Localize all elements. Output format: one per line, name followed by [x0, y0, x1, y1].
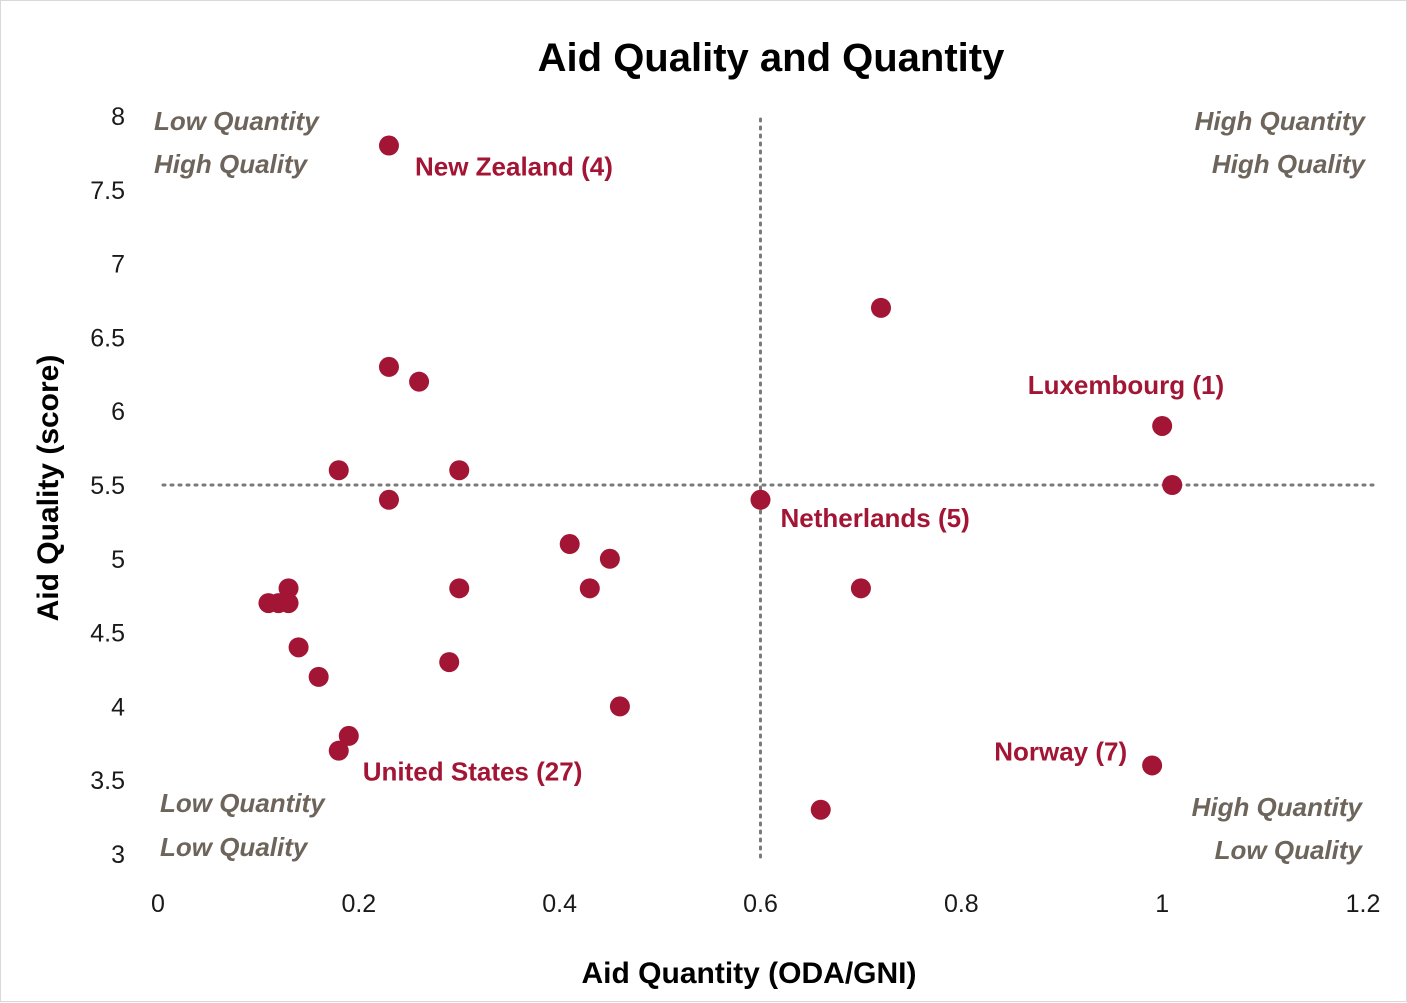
y-tick-label: 3 — [111, 841, 125, 869]
data-point — [378, 135, 399, 156]
y-tick-label: 7 — [111, 251, 125, 279]
y-axis-title: Aid Quality (score) — [32, 355, 65, 622]
data-point — [1142, 755, 1163, 776]
data-point — [278, 578, 299, 599]
data-point — [409, 371, 430, 392]
data-point — [1152, 415, 1173, 436]
y-tick-label: 5 — [111, 546, 125, 574]
quadrant-bottom-right-line2: Low Quality — [1215, 835, 1364, 865]
x-tick-label: 1.2 — [1346, 890, 1381, 918]
data-point — [449, 460, 470, 481]
data-point-label: New Zealand (4) — [415, 152, 613, 182]
data-point — [810, 799, 831, 820]
quadrant-bottom-left-line1: Low Quantity — [160, 788, 326, 818]
x-tick-label: 0.4 — [542, 890, 577, 918]
chart-title: Aid Quality and Quantity — [538, 36, 1005, 80]
data-point — [278, 593, 299, 614]
data-point — [750, 489, 771, 510]
y-tick-label: 8 — [111, 103, 125, 131]
quadrant-bottom-left-line2: Low Quality — [160, 832, 309, 862]
quadrant-top-left-line2: High Quality — [154, 149, 309, 179]
quadrant-top-left-line1: Low Quantity — [154, 106, 320, 136]
x-tick-label: 0.6 — [743, 890, 778, 918]
data-point — [609, 696, 630, 717]
data-point-label: Norway (7) — [994, 736, 1127, 766]
y-tick-label: 4 — [111, 693, 125, 721]
data-point — [871, 297, 891, 318]
x-axis-ticks: 0 0.2 0.4 0.6 0.8 1 1.2 — [151, 890, 1380, 918]
data-point — [599, 548, 620, 569]
y-tick-label: 6 — [111, 398, 125, 426]
reference-lines — [161, 117, 1380, 861]
quadrant-labels: Low Quantity High Quality High Quantity … — [154, 106, 1367, 865]
y-axis-ticks: 3 3.5 4 4.5 5 5.5 6 6.5 7 7.5 8 — [90, 103, 125, 869]
x-tick-label: 0.2 — [341, 890, 376, 918]
data-points — [258, 135, 1183, 820]
data-point — [1162, 475, 1183, 495]
x-axis-title: Aid Quantity (ODA/GNI) — [582, 957, 917, 990]
point-labels: New Zealand (4) United States (27) Luxembo… — [363, 152, 1224, 787]
x-tick-label: 0 — [151, 890, 165, 918]
data-point — [288, 637, 309, 658]
data-point — [378, 356, 399, 377]
data-point — [559, 534, 580, 555]
x-tick-label: 1 — [1155, 890, 1169, 918]
data-point-label: United States (27) — [363, 757, 583, 787]
y-tick-label: 4.5 — [90, 620, 125, 648]
y-tick-label: 6.5 — [90, 324, 125, 352]
y-tick-label: 5.5 — [90, 472, 125, 500]
data-point — [850, 578, 871, 599]
data-point-label: Luxembourg (1) — [1028, 370, 1224, 400]
quadrant-top-right-line2: High Quality — [1212, 149, 1367, 179]
y-tick-label: 7.5 — [90, 177, 125, 205]
data-point-label: Netherlands (5) — [781, 503, 970, 533]
y-tick-label: 3.5 — [90, 767, 125, 795]
quadrant-bottom-right-line1: High Quantity — [1192, 792, 1364, 822]
data-point — [328, 460, 349, 481]
data-point — [328, 740, 349, 761]
data-point — [338, 725, 359, 746]
data-point — [449, 578, 470, 599]
data-point — [579, 578, 600, 599]
data-point — [378, 489, 399, 510]
data-point — [439, 652, 460, 673]
x-tick-label: 0.8 — [944, 890, 979, 918]
data-point — [308, 666, 329, 687]
quadrant-top-right-line1: High Quantity — [1195, 106, 1367, 136]
